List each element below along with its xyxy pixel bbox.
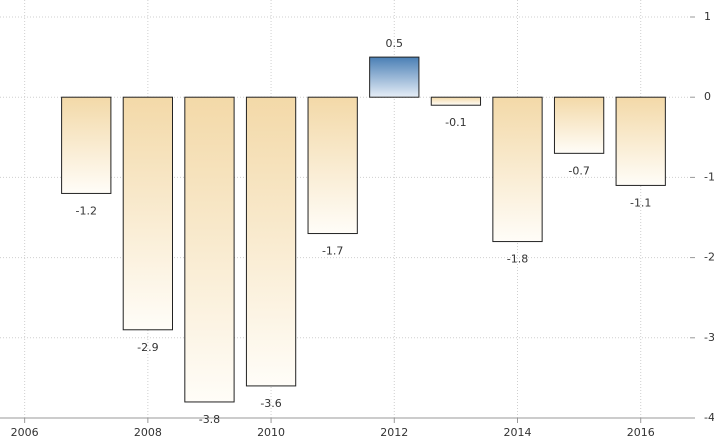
- bar: [553, 96, 605, 154]
- bar: [184, 96, 235, 403]
- x-tick-label: 2006: [11, 426, 39, 439]
- x-tick-label: 2008: [134, 426, 162, 439]
- bar: [492, 96, 543, 243]
- data-label: -1.2: [76, 204, 97, 217]
- x-tick-label: 2014: [504, 426, 532, 439]
- bar: [369, 56, 420, 98]
- y-tick-label: -1: [704, 170, 714, 183]
- y-tick-label: 1: [704, 10, 711, 23]
- y-tick-label: -2: [704, 251, 714, 264]
- bar: [307, 96, 358, 235]
- x-tick-label: 2012: [380, 426, 408, 439]
- bar: [122, 96, 173, 331]
- x-tick-label: 2016: [627, 426, 655, 439]
- x-tick-label: 2010: [257, 426, 285, 439]
- bar: [615, 96, 666, 186]
- y-tick-label: 0: [704, 90, 711, 103]
- data-label: -0.1: [445, 116, 466, 129]
- data-label: -2.9: [137, 341, 158, 354]
- data-label: 0.5: [386, 37, 404, 50]
- data-label: -1.1: [630, 196, 651, 209]
- data-label: -1.7: [322, 245, 343, 258]
- y-tick-label: -4: [704, 411, 714, 424]
- y-tick-label: -3: [704, 331, 714, 344]
- bar: [245, 96, 297, 387]
- data-label: -3.6: [260, 397, 281, 410]
- data-label: -1.8: [507, 253, 528, 266]
- data-label: -3.8: [199, 413, 220, 426]
- bar: [430, 96, 482, 106]
- data-label: -0.7: [568, 164, 589, 177]
- bar: [61, 96, 112, 194]
